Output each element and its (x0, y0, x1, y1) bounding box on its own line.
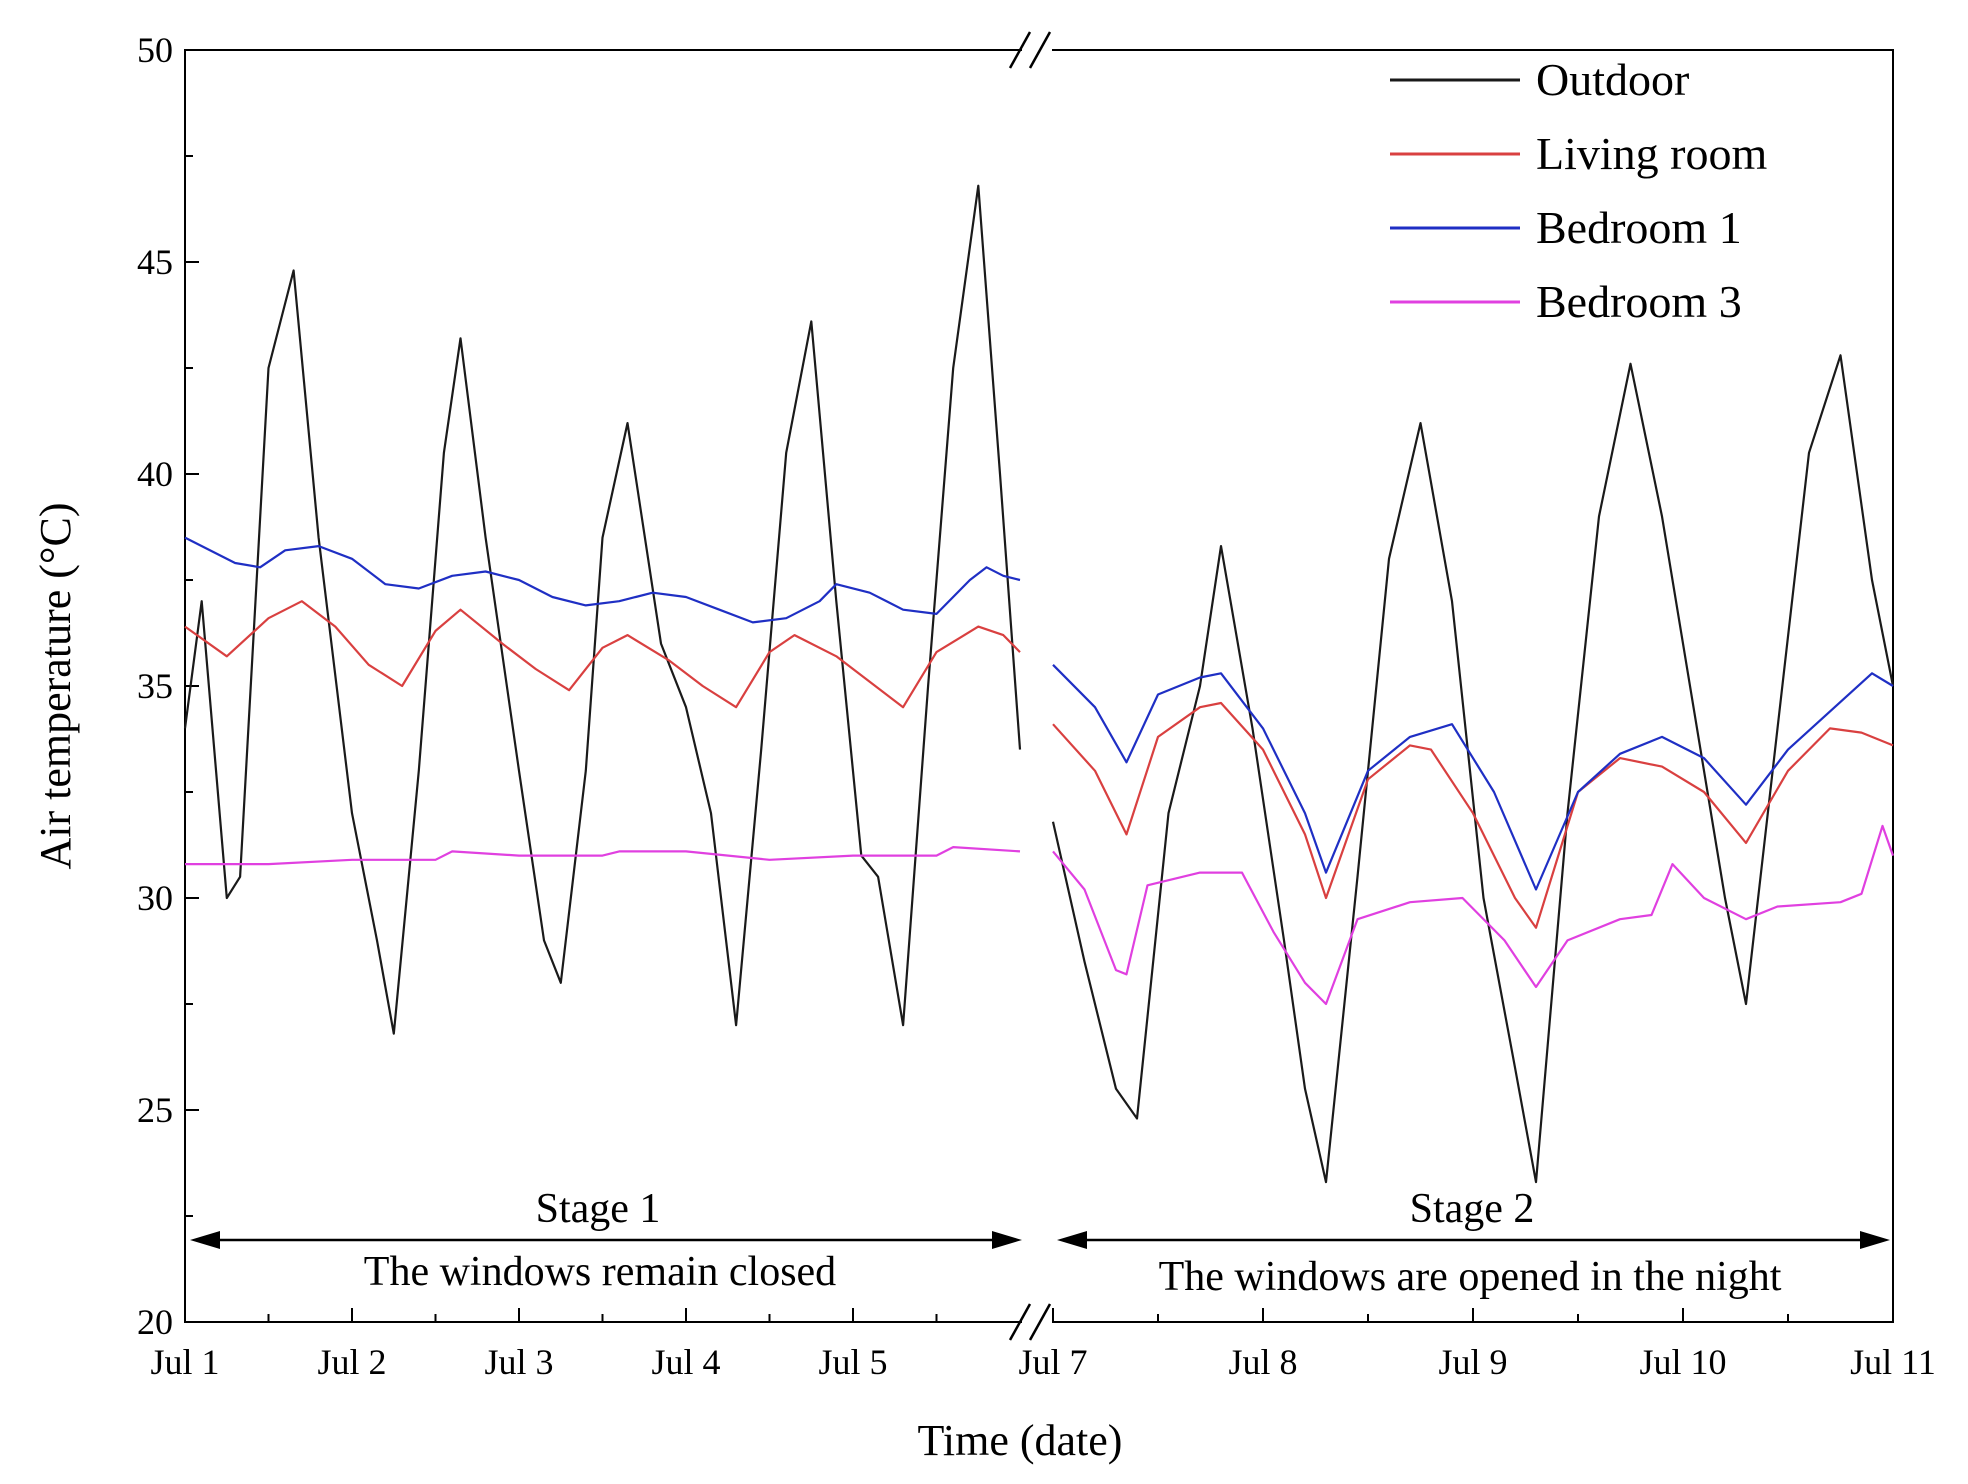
axis-break-gap (1022, 46, 1052, 54)
x-tick-label: Jul 3 (484, 1342, 553, 1382)
stage2-description: The windows are opened in the night (1159, 1254, 1782, 1300)
stage-arrow-head-right (1860, 1231, 1890, 1249)
x-tick-label: Jul 2 (317, 1342, 386, 1382)
stage1-title: Stage 1 (536, 1186, 661, 1232)
axis-break-slash (1008, 31, 1032, 69)
stage1-description: The windows remain closed (364, 1249, 836, 1295)
x-tick-label: Jul 7 (1018, 1342, 1087, 1382)
stage2-title: Stage 2 (1410, 1186, 1535, 1232)
axis-break-slash (1008, 1303, 1032, 1341)
x-tick-label: Jul 8 (1228, 1342, 1297, 1382)
axis-break-marks (1008, 31, 1052, 1341)
y-tick-label: 50 (137, 30, 173, 70)
axis-ticks (184, 49, 1894, 1323)
x-tick-label: Jul 1 (150, 1342, 219, 1382)
legend-label-outdoor: Outdoor (1536, 54, 1689, 105)
x-tick-label: Jul 9 (1438, 1342, 1507, 1382)
x-axis-title: Time (date) (918, 1416, 1123, 1465)
legend: Outdoor Living room Bedroom 1 Bedroom 3 (1390, 54, 1767, 327)
stage-arrow-head-left (1057, 1231, 1087, 1249)
x-tick-label: Jul 11 (1850, 1342, 1936, 1382)
series-line-bedroom-1-segment-1 (184, 536, 1021, 624)
series-line-outdoor-segment-1 (183, 184, 1022, 1035)
x-tick-label: Jul 10 (1639, 1342, 1726, 1382)
y-tick-label: 40 (137, 454, 173, 494)
axis-break-slash (1028, 1303, 1052, 1341)
y-tick-label: 30 (137, 878, 173, 918)
legend-label-bedroom-3: Bedroom 3 (1536, 276, 1742, 327)
axis-break-slash (1028, 31, 1052, 69)
y-tick-label: 45 (137, 242, 173, 282)
series-line-living-room-segment-2 (1052, 701, 1894, 929)
y-tick-label: 35 (137, 666, 173, 706)
series-line-outdoor-segment-2 (1051, 354, 1895, 1184)
x-tick-label: Jul 5 (818, 1342, 887, 1382)
stage-arrow-head-right (992, 1231, 1022, 1249)
legend-label-bedroom-1: Bedroom 1 (1536, 202, 1742, 253)
series-lines (183, 184, 1895, 1184)
series-line-bedroom-3-segment-1 (185, 846, 1021, 866)
series-line-living-room-segment-1 (184, 600, 1021, 709)
stage-arrow-head-left (190, 1231, 220, 1249)
x-tick-labels: Jul 1 Jul 2 Jul 3 Jul 4 Jul 5 Jul 7 Jul 8 Jul 9… (150, 1342, 1935, 1382)
y-tick-label: 25 (137, 1090, 173, 1130)
x-tick-label: Jul 4 (651, 1342, 720, 1382)
stage-annotations: Stage 1 The windows remain closed Stage … (190, 1186, 1890, 1300)
y-axis-title: Air temperature (°C) (31, 503, 80, 870)
y-tick-label: 20 (137, 1302, 173, 1342)
y-tick-labels: 20 25 30 35 40 45 50 (137, 30, 173, 1342)
series-line-bedroom-3-segment-2 (1052, 824, 1895, 1006)
axis-break-gap (1022, 1318, 1052, 1326)
series-line-bedroom-1-segment-2 (1052, 664, 1894, 891)
legend-label-living-room: Living room (1536, 128, 1767, 179)
